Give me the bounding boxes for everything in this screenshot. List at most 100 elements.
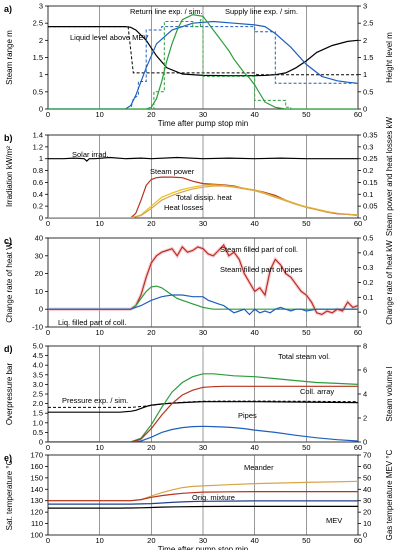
y2-tick-label: 0.1 xyxy=(363,190,373,199)
series-line-2 xyxy=(48,373,358,442)
annotations: Return line exp. / sim. Supply line exp. … xyxy=(58,7,342,525)
y2-tick-label: 0.35 xyxy=(363,131,378,140)
y-tick-label: 1.5 xyxy=(33,409,43,418)
y2-axis-label: Change rate of heat kW xyxy=(385,240,394,325)
x-tick-label: 60 xyxy=(354,536,362,545)
y-tick-label: 0.5 xyxy=(33,428,43,437)
y2-tick-label: 0.05 xyxy=(363,202,378,211)
y-tick-label: 2.0 xyxy=(33,399,43,408)
x-tick-label: 40 xyxy=(250,328,258,337)
series-line-5 xyxy=(48,19,358,109)
y-tick-label: 0.8 xyxy=(33,166,43,175)
annotation-label: Steam power xyxy=(150,167,195,176)
y2-axis-label: Steam power and heat losses kW xyxy=(385,116,394,236)
y2-tick-label: 0.2 xyxy=(363,278,373,287)
x-tick-label: 30 xyxy=(199,443,207,452)
y2-tick-label: 1.5 xyxy=(363,53,373,62)
panel-letter: e) xyxy=(4,453,12,463)
y2-tick-label: 50 xyxy=(363,473,371,482)
x-tick-label: 40 xyxy=(250,110,258,119)
y2-axis-label: Height level m xyxy=(385,32,394,83)
x-tick-label: 60 xyxy=(354,219,362,228)
annotation-label: MEV xyxy=(326,516,342,525)
y2-tick-label: 0.3 xyxy=(363,142,373,151)
x-tick-label: 50 xyxy=(302,443,310,452)
y-tick-label: 1.5 xyxy=(33,53,43,62)
x-tick-label: 0 xyxy=(46,110,50,119)
y-tick-label: 0.5 xyxy=(33,87,43,96)
series-line-1 xyxy=(48,491,358,502)
y2-tick-label: 70 xyxy=(363,451,371,460)
series-line-1 xyxy=(48,285,358,310)
y2-tick-label: 0 xyxy=(363,438,367,447)
y2-tick-label: 0 xyxy=(363,214,367,223)
y-tick-label: 0 xyxy=(39,214,43,223)
x-tick-label: 30 xyxy=(199,219,207,228)
y-tick-label: 0 xyxy=(39,105,43,114)
series-line-0 xyxy=(48,244,358,316)
series-line-3 xyxy=(48,185,358,218)
annotation-label: Steam filled part of coll. xyxy=(220,245,298,254)
y2-tick-label: 0 xyxy=(363,531,367,540)
panel-letter: d) xyxy=(4,344,13,354)
x-tick-label: 60 xyxy=(354,110,362,119)
y-tick-label: 30 xyxy=(35,251,43,260)
y2-tick-label: 30 xyxy=(363,496,371,505)
y2-tick-label: 8 xyxy=(363,342,367,351)
y2-tick-label: 0.25 xyxy=(363,154,378,163)
x-tick-label: 0 xyxy=(46,328,50,337)
x-tick-label: 30 xyxy=(199,536,207,545)
y-tick-label: 110 xyxy=(31,519,43,528)
x-axis-label: Time after pump stop min xyxy=(158,545,248,550)
x-tick-label: 20 xyxy=(147,443,155,452)
x-tick-label: 20 xyxy=(147,328,155,337)
y-tick-label: 0 xyxy=(39,438,43,447)
y2-tick-label: 2 xyxy=(363,414,367,423)
y2-tick-label: 0.2 xyxy=(363,166,373,175)
panel-e: 0 10 20 30 40 50 60 100 110 120 130 140 150 160 170 0 10… xyxy=(4,449,394,550)
y-tick-label: 120 xyxy=(30,508,43,517)
x-tick-label: 0 xyxy=(46,536,50,545)
x-tick-label: 10 xyxy=(95,219,103,228)
annotation-label: Meander xyxy=(244,463,274,472)
series-line-1 xyxy=(48,26,358,76)
y-tick-label: 1.2 xyxy=(33,142,43,151)
y-tick-label: 130 xyxy=(30,496,43,505)
x-tick-label: 30 xyxy=(199,110,207,119)
y2-tick-label: 6 xyxy=(363,366,367,375)
panel-a: 0 10 20 30 40 50 6000.511.522.5300.511.522.53S… xyxy=(4,2,394,129)
x-tick-label: 40 xyxy=(250,443,258,452)
panel-b: 0 10 20 30 40 50 6000.20.40.60.811.21.400.050.… xyxy=(4,116,394,236)
y2-tick-label: 0 xyxy=(363,105,367,114)
annotation-label: Liquid level above MEV xyxy=(70,33,148,42)
x-tick-label: 0 xyxy=(46,443,50,452)
y2-tick-label: 20 xyxy=(363,508,371,517)
x-tick-label: 40 xyxy=(250,536,258,545)
x-tick-label: 20 xyxy=(147,536,155,545)
x-tick-label: 50 xyxy=(302,110,310,119)
y-tick-label: 3.5 xyxy=(33,370,43,379)
panel-letter: b) xyxy=(4,133,13,143)
x-tick-label: 60 xyxy=(354,328,362,337)
x-tick-label: 50 xyxy=(302,328,310,337)
annotation-label: Solar irrad. xyxy=(72,150,109,159)
x-tick-label: 0 xyxy=(46,219,50,228)
y-tick-label: -10 xyxy=(32,323,43,332)
y2-tick-label: 1 xyxy=(363,70,367,79)
y-tick-label: 1 xyxy=(39,70,43,79)
y-tick-label: 3.0 xyxy=(33,380,43,389)
y2-tick-label: 60 xyxy=(363,462,371,471)
panel-c: 0 10 20 30 40 50 60-1001020304000.10.20.30.40.… xyxy=(4,234,394,338)
series-line-0 xyxy=(48,401,358,413)
y-tick-label: 2.5 xyxy=(33,390,43,399)
y2-tick-label: 3 xyxy=(363,2,367,11)
y2-tick-label: 2 xyxy=(363,36,367,45)
x-tick-label: 20 xyxy=(147,110,155,119)
panel-letter: c) xyxy=(4,236,12,246)
y-tick-label: 40 xyxy=(35,234,43,243)
annotation-label: Supply line exp. / sim. xyxy=(225,7,298,16)
panel-letter: a) xyxy=(4,4,12,14)
y-tick-label: 150 xyxy=(30,473,43,482)
y-tick-label: 4.0 xyxy=(33,361,43,370)
